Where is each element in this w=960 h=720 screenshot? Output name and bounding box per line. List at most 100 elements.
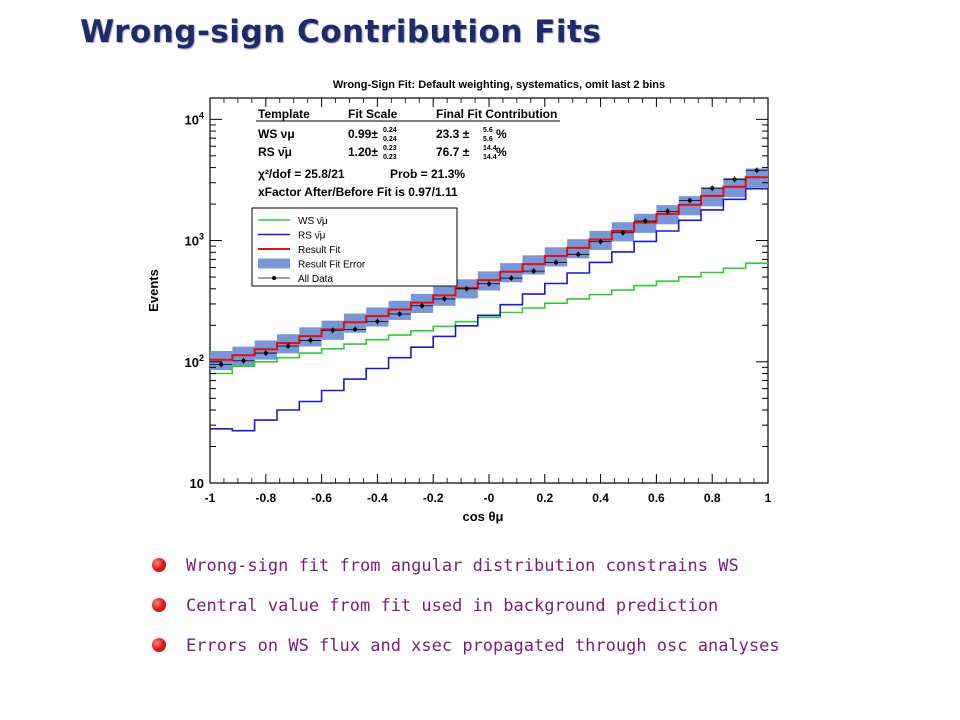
stats-row-scale-down: 0.23 xyxy=(383,154,397,161)
data-point-marker xyxy=(442,296,447,301)
stats-row-scale: 1.20± xyxy=(348,145,378,159)
data-point xyxy=(522,268,545,275)
legend-entry: Result Fit Error xyxy=(258,258,366,271)
data-point-marker xyxy=(598,239,603,244)
x-tick-label: 1 xyxy=(765,491,772,505)
data-point-marker xyxy=(576,252,581,257)
data-point-marker xyxy=(509,276,514,281)
data-point xyxy=(634,218,657,225)
data-point xyxy=(254,350,277,357)
data-point xyxy=(701,185,724,192)
data-point-marker xyxy=(241,358,246,363)
legend-label: WS ν̄μ xyxy=(298,216,328,227)
stats-row-name: WS νμ xyxy=(258,127,295,141)
y-tick-label: 103 xyxy=(185,232,204,249)
stats-xfactor: xFactor After/Before Fit is 0.97/1.11 xyxy=(258,185,458,199)
stats-row-unit: % xyxy=(496,145,507,159)
x-tick-label: -1 xyxy=(205,491,216,505)
data-point xyxy=(277,342,300,349)
fit-stats-table: Template Fit Scale Final Fit Contribution W… xyxy=(256,107,560,199)
data-point-marker xyxy=(353,327,358,332)
data-point-marker xyxy=(687,198,692,203)
x-tick-label: -0.4 xyxy=(367,491,388,505)
stats-row-scale: 0.99± xyxy=(348,127,378,141)
y-tick-base: 10 xyxy=(185,234,199,249)
x-tick-label: -0.6 xyxy=(311,491,332,505)
data-point xyxy=(611,229,634,236)
data-point xyxy=(455,285,478,292)
stats-header: Fit Scale xyxy=(348,107,398,121)
legend-box xyxy=(251,207,458,287)
bullet-icon xyxy=(152,558,166,572)
data-point xyxy=(299,337,322,344)
data-point-marker xyxy=(420,303,425,308)
data-point-marker xyxy=(732,177,737,182)
data-point-marker xyxy=(643,219,648,224)
legend-entry: WS ν̄μ xyxy=(258,216,328,227)
data-point-marker xyxy=(487,281,491,286)
data-point xyxy=(500,275,523,282)
y-tick-base: 10 xyxy=(190,476,204,491)
data-point-marker xyxy=(620,230,625,235)
stats-row-contrib-up: 5.6 xyxy=(483,127,493,134)
data-point-marker xyxy=(710,186,715,191)
y-tick-exponent: 4 xyxy=(199,110,204,120)
legend-swatch-band xyxy=(258,258,290,269)
x-tick-label: 0.2 xyxy=(536,491,553,505)
data-point xyxy=(433,295,456,302)
data-point xyxy=(589,238,612,245)
legend-entry: Result Fit xyxy=(258,245,340,256)
y-axis-label: Events xyxy=(146,269,161,312)
x-tick-label: 0.6 xyxy=(648,491,665,505)
stats-row-scale-up: 0.23 xyxy=(383,145,397,152)
data-point-marker xyxy=(286,343,291,348)
legend-label: All Data xyxy=(298,274,333,285)
data-points xyxy=(210,167,768,368)
ws-histogram-line xyxy=(210,262,768,375)
data-point xyxy=(344,326,367,333)
stats-row-scale-down: 0.24 xyxy=(383,136,397,143)
y-tick-base: 10 xyxy=(185,112,199,127)
data-point xyxy=(232,357,255,364)
stats-row-unit: % xyxy=(496,127,507,141)
y-tick-label: 102 xyxy=(185,353,204,370)
stats-row-scale-up: 0.24 xyxy=(383,127,397,134)
stats-row-contrib: 23.3 ± xyxy=(436,127,470,141)
data-point-marker xyxy=(553,260,558,265)
y-tick-base: 10 xyxy=(185,355,199,370)
bullet-item: Wrong-sign fit from angular distribution… xyxy=(150,552,780,592)
data-point xyxy=(656,208,679,215)
x-tick-label: 0.8 xyxy=(704,491,721,505)
data-point xyxy=(723,176,746,183)
data-point-marker xyxy=(531,269,536,274)
stats-row-contrib-down: 5.6 xyxy=(483,136,493,143)
wrong-sign-fit-chart: Wrong-Sign Fit: Default weighting, syste… xyxy=(146,79,772,524)
x-axis-label: cos θμ xyxy=(463,509,504,524)
data-point xyxy=(321,327,344,334)
legend-label: Result Fit xyxy=(298,245,340,256)
legend-entry: RS ν̄μ xyxy=(258,231,326,242)
bullet-text: Errors on WS flux and xsec propagated th… xyxy=(186,636,780,656)
result-fit-line xyxy=(210,176,768,361)
bullet-icon xyxy=(152,598,166,612)
data-point-marker xyxy=(665,209,670,214)
data-point-marker xyxy=(219,362,224,367)
legend-entry: All Data xyxy=(258,274,333,285)
data-point xyxy=(567,251,590,258)
data-point xyxy=(678,197,701,204)
bullet-text: Wrong-sign fit from angular distribution… xyxy=(186,556,739,576)
stats-header: Template xyxy=(258,107,310,121)
chart-title: Wrong-Sign Fit: Default weighting, syste… xyxy=(333,79,665,91)
y-tick-label: 10 xyxy=(190,476,204,491)
data-point xyxy=(544,259,567,266)
legend-label: RS ν̄μ xyxy=(298,231,326,242)
bullet-item: Errors on WS flux and xsec propagated th… xyxy=(150,632,780,672)
bullet-list: Wrong-sign fit from angular distribution… xyxy=(150,552,780,672)
legend-swatch-data-marker xyxy=(272,276,276,280)
stats-chi2: χ²/dof = 25.8/21 xyxy=(258,167,345,181)
stats-prob: Prob = 21.3% xyxy=(390,167,465,181)
bullet-item: Central value from fit used in backgroun… xyxy=(150,592,780,632)
slide-title: Wrong-sign Contribution Fits xyxy=(80,14,602,50)
data-point-marker xyxy=(330,328,335,333)
x-tick-label: 0.4 xyxy=(592,491,609,505)
